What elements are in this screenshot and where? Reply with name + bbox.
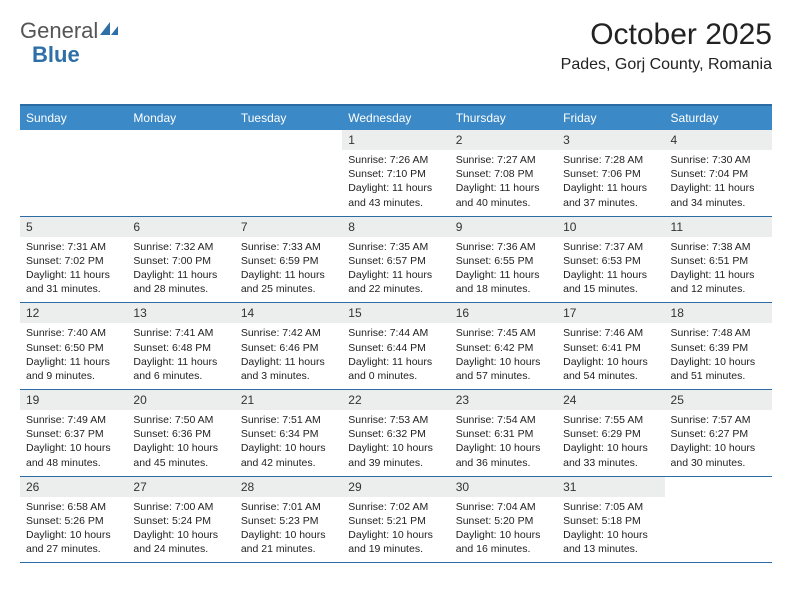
day-details-cell: Sunrise: 7:31 AMSunset: 7:02 PMDaylight:…: [20, 237, 127, 303]
day-details-cell: [235, 150, 342, 216]
day-number-cell: 10: [557, 216, 664, 237]
day-number-cell: 29: [342, 476, 449, 497]
day-number-cell: 31: [557, 476, 664, 497]
day-details-cell: Sunrise: 7:48 AMSunset: 6:39 PMDaylight:…: [665, 323, 772, 389]
location-label: Pades, Gorj County, Romania: [561, 56, 772, 74]
logo-sail-icon: [98, 20, 120, 43]
day-number-cell: 30: [450, 476, 557, 497]
day-number-cell: [235, 130, 342, 150]
calendar-table: Sunday Monday Tuesday Wednesday Thursday…: [20, 104, 772, 563]
day-number-row: 12131415161718: [20, 303, 772, 324]
day-details-cell: Sunrise: 7:55 AMSunset: 6:29 PMDaylight:…: [557, 410, 664, 476]
day-number-cell: 22: [342, 390, 449, 411]
logo-text-blue-wrap: Blue: [32, 42, 80, 68]
day-details-cell: Sunrise: 7:04 AMSunset: 5:20 PMDaylight:…: [450, 497, 557, 563]
day-number-cell: 9: [450, 216, 557, 237]
day-details-cell: Sunrise: 7:54 AMSunset: 6:31 PMDaylight:…: [450, 410, 557, 476]
day-number-cell: 25: [665, 390, 772, 411]
day-details-row: Sunrise: 6:58 AMSunset: 5:26 PMDaylight:…: [20, 497, 772, 563]
day-details-cell: Sunrise: 6:58 AMSunset: 5:26 PMDaylight:…: [20, 497, 127, 563]
weekday-header: Thursday: [450, 105, 557, 130]
day-number-cell: 23: [450, 390, 557, 411]
weekday-header: Monday: [127, 105, 234, 130]
day-details-row: Sunrise: 7:31 AMSunset: 7:02 PMDaylight:…: [20, 237, 772, 303]
day-details-row: Sunrise: 7:49 AMSunset: 6:37 PMDaylight:…: [20, 410, 772, 476]
day-details-cell: Sunrise: 7:38 AMSunset: 6:51 PMDaylight:…: [665, 237, 772, 303]
day-details-cell: Sunrise: 7:53 AMSunset: 6:32 PMDaylight:…: [342, 410, 449, 476]
title-block: October 2025 Pades, Gorj County, Romania: [561, 18, 772, 74]
day-details-cell: [127, 150, 234, 216]
day-details-cell: Sunrise: 7:42 AMSunset: 6:46 PMDaylight:…: [235, 323, 342, 389]
day-details-cell: Sunrise: 7:49 AMSunset: 6:37 PMDaylight:…: [20, 410, 127, 476]
day-number-cell: 18: [665, 303, 772, 324]
day-number-cell: 28: [235, 476, 342, 497]
day-number-cell: 16: [450, 303, 557, 324]
day-details-cell: Sunrise: 7:33 AMSunset: 6:59 PMDaylight:…: [235, 237, 342, 303]
day-details-cell: Sunrise: 7:44 AMSunset: 6:44 PMDaylight:…: [342, 323, 449, 389]
day-number-cell: 3: [557, 130, 664, 150]
day-details-row: Sunrise: 7:40 AMSunset: 6:50 PMDaylight:…: [20, 323, 772, 389]
day-details-cell: Sunrise: 7:51 AMSunset: 6:34 PMDaylight:…: [235, 410, 342, 476]
weekday-header: Tuesday: [235, 105, 342, 130]
day-number-cell: 8: [342, 216, 449, 237]
day-number-cell: 15: [342, 303, 449, 324]
day-number-cell: 19: [20, 390, 127, 411]
day-number-row: 262728293031: [20, 476, 772, 497]
day-details-cell: Sunrise: 7:41 AMSunset: 6:48 PMDaylight:…: [127, 323, 234, 389]
day-number-cell: 1: [342, 130, 449, 150]
day-number-cell: 13: [127, 303, 234, 324]
day-number-cell: 11: [665, 216, 772, 237]
day-details-cell: Sunrise: 7:37 AMSunset: 6:53 PMDaylight:…: [557, 237, 664, 303]
day-details-cell: Sunrise: 7:46 AMSunset: 6:41 PMDaylight:…: [557, 323, 664, 389]
weekday-header: Sunday: [20, 105, 127, 130]
day-number-cell: 12: [20, 303, 127, 324]
day-details-cell: [20, 150, 127, 216]
day-number-row: 19202122232425: [20, 390, 772, 411]
day-number-cell: 21: [235, 390, 342, 411]
day-number-row: 567891011: [20, 216, 772, 237]
day-number-row: 1234: [20, 130, 772, 150]
logo-text-general: General: [20, 18, 98, 44]
day-number-cell: [665, 476, 772, 497]
day-number-cell: [20, 130, 127, 150]
day-details-cell: [665, 497, 772, 563]
day-details-row: Sunrise: 7:26 AMSunset: 7:10 PMDaylight:…: [20, 150, 772, 216]
day-number-cell: 5: [20, 216, 127, 237]
day-details-cell: Sunrise: 7:00 AMSunset: 5:24 PMDaylight:…: [127, 497, 234, 563]
day-details-cell: Sunrise: 7:36 AMSunset: 6:55 PMDaylight:…: [450, 237, 557, 303]
day-details-cell: Sunrise: 7:32 AMSunset: 7:00 PMDaylight:…: [127, 237, 234, 303]
day-number-cell: 27: [127, 476, 234, 497]
day-number-cell: 6: [127, 216, 234, 237]
day-details-cell: Sunrise: 7:27 AMSunset: 7:08 PMDaylight:…: [450, 150, 557, 216]
day-details-cell: Sunrise: 7:40 AMSunset: 6:50 PMDaylight:…: [20, 323, 127, 389]
month-title: October 2025: [561, 18, 772, 52]
day-details-cell: Sunrise: 7:30 AMSunset: 7:04 PMDaylight:…: [665, 150, 772, 216]
weekday-header: Friday: [557, 105, 664, 130]
day-number-cell: 26: [20, 476, 127, 497]
day-details-cell: Sunrise: 7:35 AMSunset: 6:57 PMDaylight:…: [342, 237, 449, 303]
weekday-header: Saturday: [665, 105, 772, 130]
day-number-cell: 17: [557, 303, 664, 324]
day-details-cell: Sunrise: 7:45 AMSunset: 6:42 PMDaylight:…: [450, 323, 557, 389]
weekday-header: Wednesday: [342, 105, 449, 130]
day-number-cell: 14: [235, 303, 342, 324]
weekday-header-row: Sunday Monday Tuesday Wednesday Thursday…: [20, 105, 772, 130]
day-number-cell: 20: [127, 390, 234, 411]
day-details-cell: Sunrise: 7:28 AMSunset: 7:06 PMDaylight:…: [557, 150, 664, 216]
day-number-cell: 7: [235, 216, 342, 237]
day-details-cell: Sunrise: 7:50 AMSunset: 6:36 PMDaylight:…: [127, 410, 234, 476]
day-number-cell: 24: [557, 390, 664, 411]
day-details-cell: Sunrise: 7:01 AMSunset: 5:23 PMDaylight:…: [235, 497, 342, 563]
day-details-cell: Sunrise: 7:02 AMSunset: 5:21 PMDaylight:…: [342, 497, 449, 563]
day-number-cell: 2: [450, 130, 557, 150]
day-details-cell: Sunrise: 7:26 AMSunset: 7:10 PMDaylight:…: [342, 150, 449, 216]
header: General October 2025 Pades, Gorj County,…: [20, 18, 772, 74]
day-details-cell: Sunrise: 7:57 AMSunset: 6:27 PMDaylight:…: [665, 410, 772, 476]
day-number-cell: [127, 130, 234, 150]
day-number-cell: 4: [665, 130, 772, 150]
day-details-cell: Sunrise: 7:05 AMSunset: 5:18 PMDaylight:…: [557, 497, 664, 563]
logo-text-blue: Blue: [32, 42, 80, 67]
logo: General: [20, 18, 120, 44]
